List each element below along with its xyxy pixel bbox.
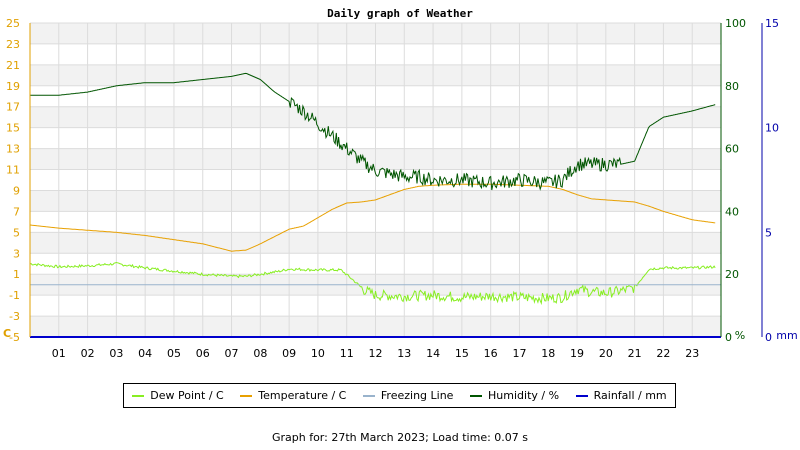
left-tick-label: 3 xyxy=(13,247,20,260)
x-tick-label: 02 xyxy=(81,347,95,360)
left-tick-label: -5 xyxy=(9,331,20,344)
x-tick-label: 14 xyxy=(426,347,440,360)
legend-item-freezing-line: Freezing Line xyxy=(362,389,454,402)
humidity-tick-label: 40 xyxy=(725,205,739,218)
legend-label: Freezing Line xyxy=(380,389,454,402)
x-tick-label: 20 xyxy=(599,347,613,360)
left-tick-label: 15 xyxy=(6,122,20,135)
x-tick-label: 17 xyxy=(512,347,526,360)
left-tick-label: 1 xyxy=(13,268,20,281)
legend-swatch-freezing-line xyxy=(362,394,375,397)
left-tick-label: 21 xyxy=(6,59,20,72)
legend-swatch-humidity xyxy=(470,394,483,397)
x-tick-label: 05 xyxy=(167,347,181,360)
x-tick-label: 04 xyxy=(138,347,152,360)
series-line-dew-point-c xyxy=(29,261,716,306)
legend-label: Dew Point / C xyxy=(150,389,224,402)
legend-item-rainfall: Rainfall / mm xyxy=(575,389,667,402)
humidity-tick-label: 100 xyxy=(725,17,746,30)
x-tick-label: 11 xyxy=(340,347,354,360)
x-tick-label: 08 xyxy=(253,347,267,360)
left-tick-label: -1 xyxy=(9,289,20,302)
left-tick-label: 17 xyxy=(6,101,20,114)
legend-label: Humidity / % xyxy=(488,389,560,402)
rainfall-tick-label: 15 xyxy=(765,17,779,30)
left-tick-label: 13 xyxy=(6,143,20,156)
rainfall-tick-label: 10 xyxy=(765,122,779,135)
x-tick-label: 23 xyxy=(685,347,699,360)
x-tick-label: 22 xyxy=(656,347,670,360)
rainfall-axis-unit: mm xyxy=(776,329,797,342)
left-tick-label: 11 xyxy=(6,164,20,177)
chart-legend: Dew Point / C Temperature / C Freezing L… xyxy=(123,383,676,408)
chart-title: Daily graph of Weather xyxy=(327,7,473,20)
left-tick-label: -3 xyxy=(9,310,20,323)
legend-label: Rainfall / mm xyxy=(593,389,667,402)
legend-item-dew-point: Dew Point / C xyxy=(132,389,224,402)
left-tick-label: 5 xyxy=(13,226,20,239)
left-tick-label: 23 xyxy=(6,38,20,51)
x-tick-label: 01 xyxy=(52,347,66,360)
x-tick-label: 09 xyxy=(282,347,296,360)
x-tick-label: 10 xyxy=(311,347,325,360)
x-tick-label: 03 xyxy=(109,347,123,360)
footer-text: Graph for: 27th March 2023; Load time: 0… xyxy=(271,431,529,444)
x-tick-label: 16 xyxy=(484,347,498,360)
axes xyxy=(29,23,763,337)
x-tick-label: 06 xyxy=(196,347,210,360)
series-line-temperature-c xyxy=(29,183,716,252)
left-tick-label: 25 xyxy=(6,17,20,30)
legend-swatch-dew-point xyxy=(132,394,145,397)
legend-item-temperature: Temperature / C xyxy=(240,389,346,402)
x-tick-label: 21 xyxy=(628,347,642,360)
series-layer xyxy=(29,72,721,338)
humidity-tick-label: 20 xyxy=(725,268,739,281)
x-axis-ticks: 01 02 03 04 05 06 07 08 09 10 11 12 13 14 15 16 17 18 19 20… xyxy=(52,347,699,360)
humidity-tick-label: 0 xyxy=(725,331,732,344)
series-line-humidity xyxy=(30,72,716,191)
left-tick-label: 7 xyxy=(13,205,20,218)
x-tick-label: 15 xyxy=(455,347,469,360)
humidity-axis-unit: % xyxy=(735,329,745,342)
legend-label: Temperature / C xyxy=(258,389,347,402)
legend-swatch-rainfall xyxy=(575,394,588,397)
rainfall-axis-ticks: 0 5 10 15 xyxy=(765,17,779,344)
x-tick-label: 07 xyxy=(225,347,239,360)
x-tick-label: 13 xyxy=(397,347,411,360)
x-tick-label: 19 xyxy=(570,347,584,360)
x-tick-label: 12 xyxy=(369,347,383,360)
rainfall-tick-label: 5 xyxy=(765,226,772,239)
x-tick-label: 18 xyxy=(541,347,555,360)
rainfall-tick-label: 0 xyxy=(765,331,772,344)
left-tick-label: 19 xyxy=(6,80,20,93)
humidity-tick-label: 80 xyxy=(725,80,739,93)
legend-item-humidity: Humidity / % xyxy=(470,389,559,402)
humidity-tick-label: 60 xyxy=(725,143,739,156)
legend-swatch-temperature xyxy=(240,394,253,397)
left-tick-label: 9 xyxy=(13,184,20,197)
humidity-axis-ticks: 0 20 40 60 80 100 xyxy=(725,17,746,344)
left-axis-unit: C xyxy=(3,327,11,340)
